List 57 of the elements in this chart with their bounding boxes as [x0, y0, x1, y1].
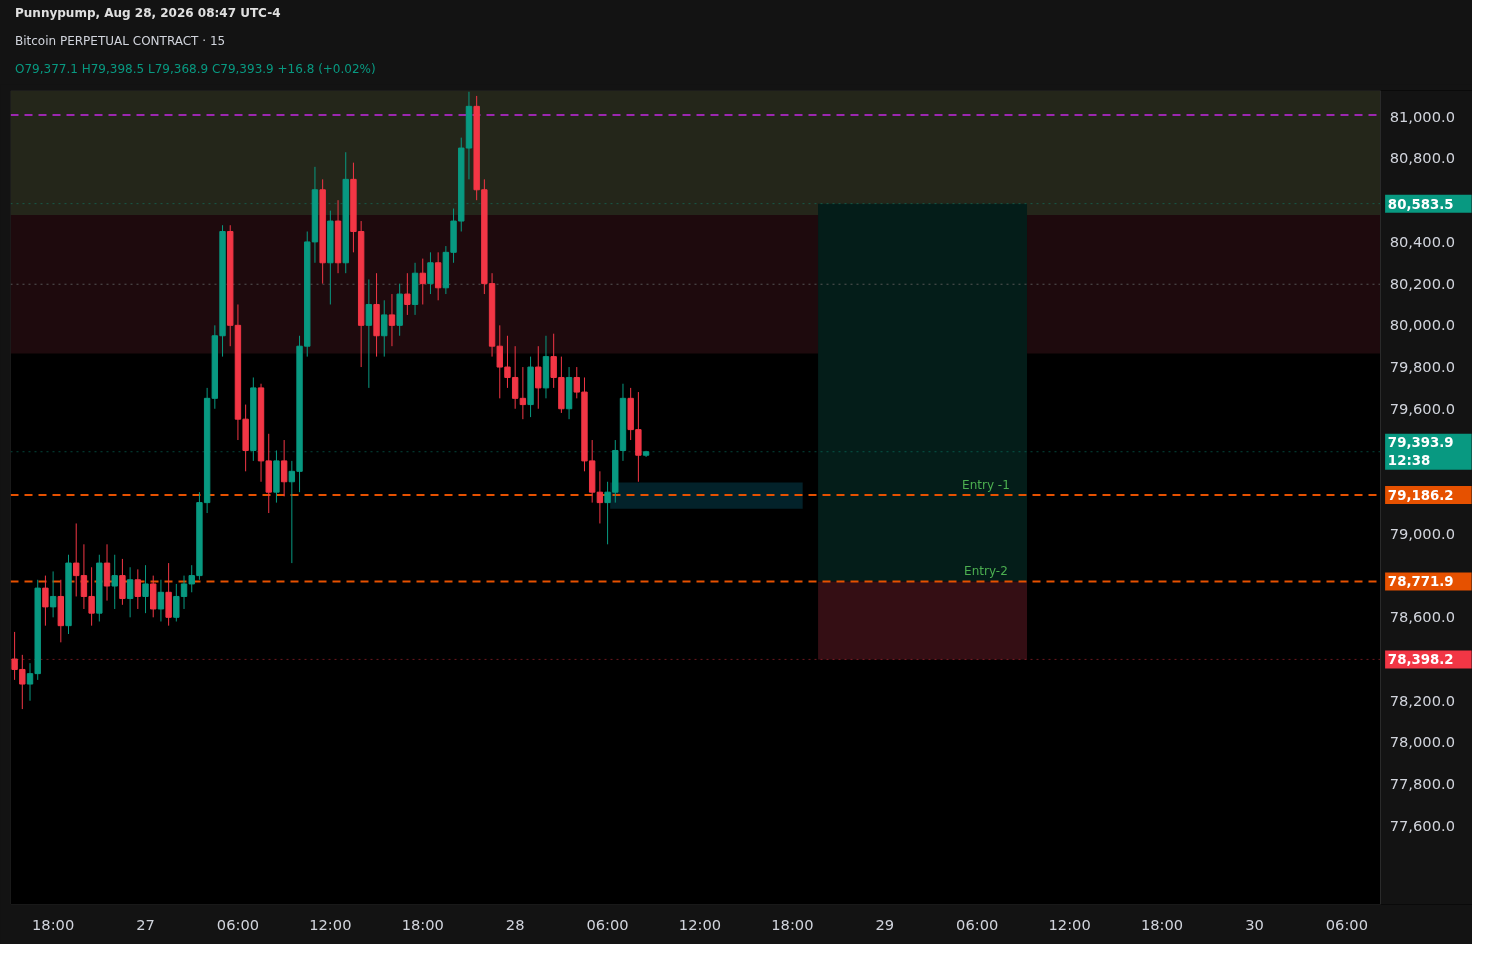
candlestick: [142, 564, 149, 614]
y-tick-label: 81,000.0: [1389, 107, 1455, 125]
y-tick-label: 80,200.0: [1389, 274, 1455, 292]
candlestick: [535, 345, 542, 410]
candlestick: [111, 554, 118, 610]
y-tick-label: 79,600.0: [1389, 399, 1455, 417]
annotation: Entry-2: [964, 564, 1008, 579]
candlestick: [42, 575, 49, 627]
candlestick: [365, 278, 373, 389]
x-tick-label: 29: [875, 915, 895, 933]
candlestick: [126, 566, 134, 618]
y-tick-label: 78,600.0: [1389, 608, 1455, 626]
chart-title: Bitcoin PERPETUAL CONTRACT · 15: [15, 33, 226, 50]
x-tick-label: 27: [136, 915, 155, 933]
candlestick: [404, 272, 411, 316]
annotation: Entry -1: [962, 478, 1010, 493]
candlestick: [134, 568, 142, 610]
candlestick: [49, 570, 57, 618]
x-tick-label: 28: [505, 915, 525, 933]
ref-line-label: 78,771.9: [1387, 574, 1454, 590]
candlestick: [419, 258, 426, 305]
x-tick-label: 12:00: [1048, 915, 1091, 933]
candlestick: [388, 293, 396, 347]
x-tick-label: 06:00: [586, 915, 629, 933]
x-tick-label: 12:00: [678, 915, 722, 933]
x-tick-label: 18:00: [1140, 915, 1184, 933]
text: O79,377.1 H79,398.5 L79,368.9 C79,393.9 +16.8 (+0.02%): [15, 61, 376, 78]
x-tick-label: 06:00: [956, 915, 999, 933]
candlestick: [427, 251, 434, 295]
ref-line-label: 79,393.9 12:38: [1387, 435, 1454, 469]
candlestick: [119, 558, 126, 606]
x-tick-label: 18:00: [31, 915, 75, 933]
y-tick-label: 80,800.0: [1389, 149, 1455, 167]
x-tick-label: 18:00: [401, 915, 444, 933]
x-tick-label: 18:00: [771, 915, 814, 933]
candlestick: [381, 299, 388, 358]
ref-line-label: 79,186.2: [1387, 488, 1454, 504]
y-tick-label: 80,400.0: [1389, 232, 1455, 250]
ref-line-label: 78,398.2: [1387, 652, 1454, 668]
candlestick: [280, 439, 288, 497]
x-tick-label: 06:00: [1325, 915, 1368, 933]
y-tick-label: 78,000.0: [1389, 733, 1455, 751]
chart-subtitle: Punnypump, Aug 28, 2026 08:47 UTC-4: [15, 5, 281, 22]
candlestick: [103, 543, 111, 602]
y-tick-label: 79,800.0: [1389, 358, 1455, 376]
y-tick-label: 77,600.0: [1389, 816, 1455, 834]
x-tick-label: 30: [1245, 915, 1264, 933]
candlestick: [596, 470, 604, 524]
y-tick-label: 77,800.0: [1389, 775, 1455, 793]
x-tick-label: 06:00: [216, 915, 260, 933]
ref-line-label: 80,583.5: [1387, 196, 1454, 212]
candlestick: [157, 579, 165, 622]
y-tick-label: 79,000.0: [1389, 524, 1455, 542]
y-tick-label: 80,000.0: [1389, 316, 1455, 334]
y-tick-label: 78,200.0: [1389, 691, 1455, 709]
x-tick-label: 12:00: [309, 915, 352, 933]
candlestick: [519, 366, 527, 420]
